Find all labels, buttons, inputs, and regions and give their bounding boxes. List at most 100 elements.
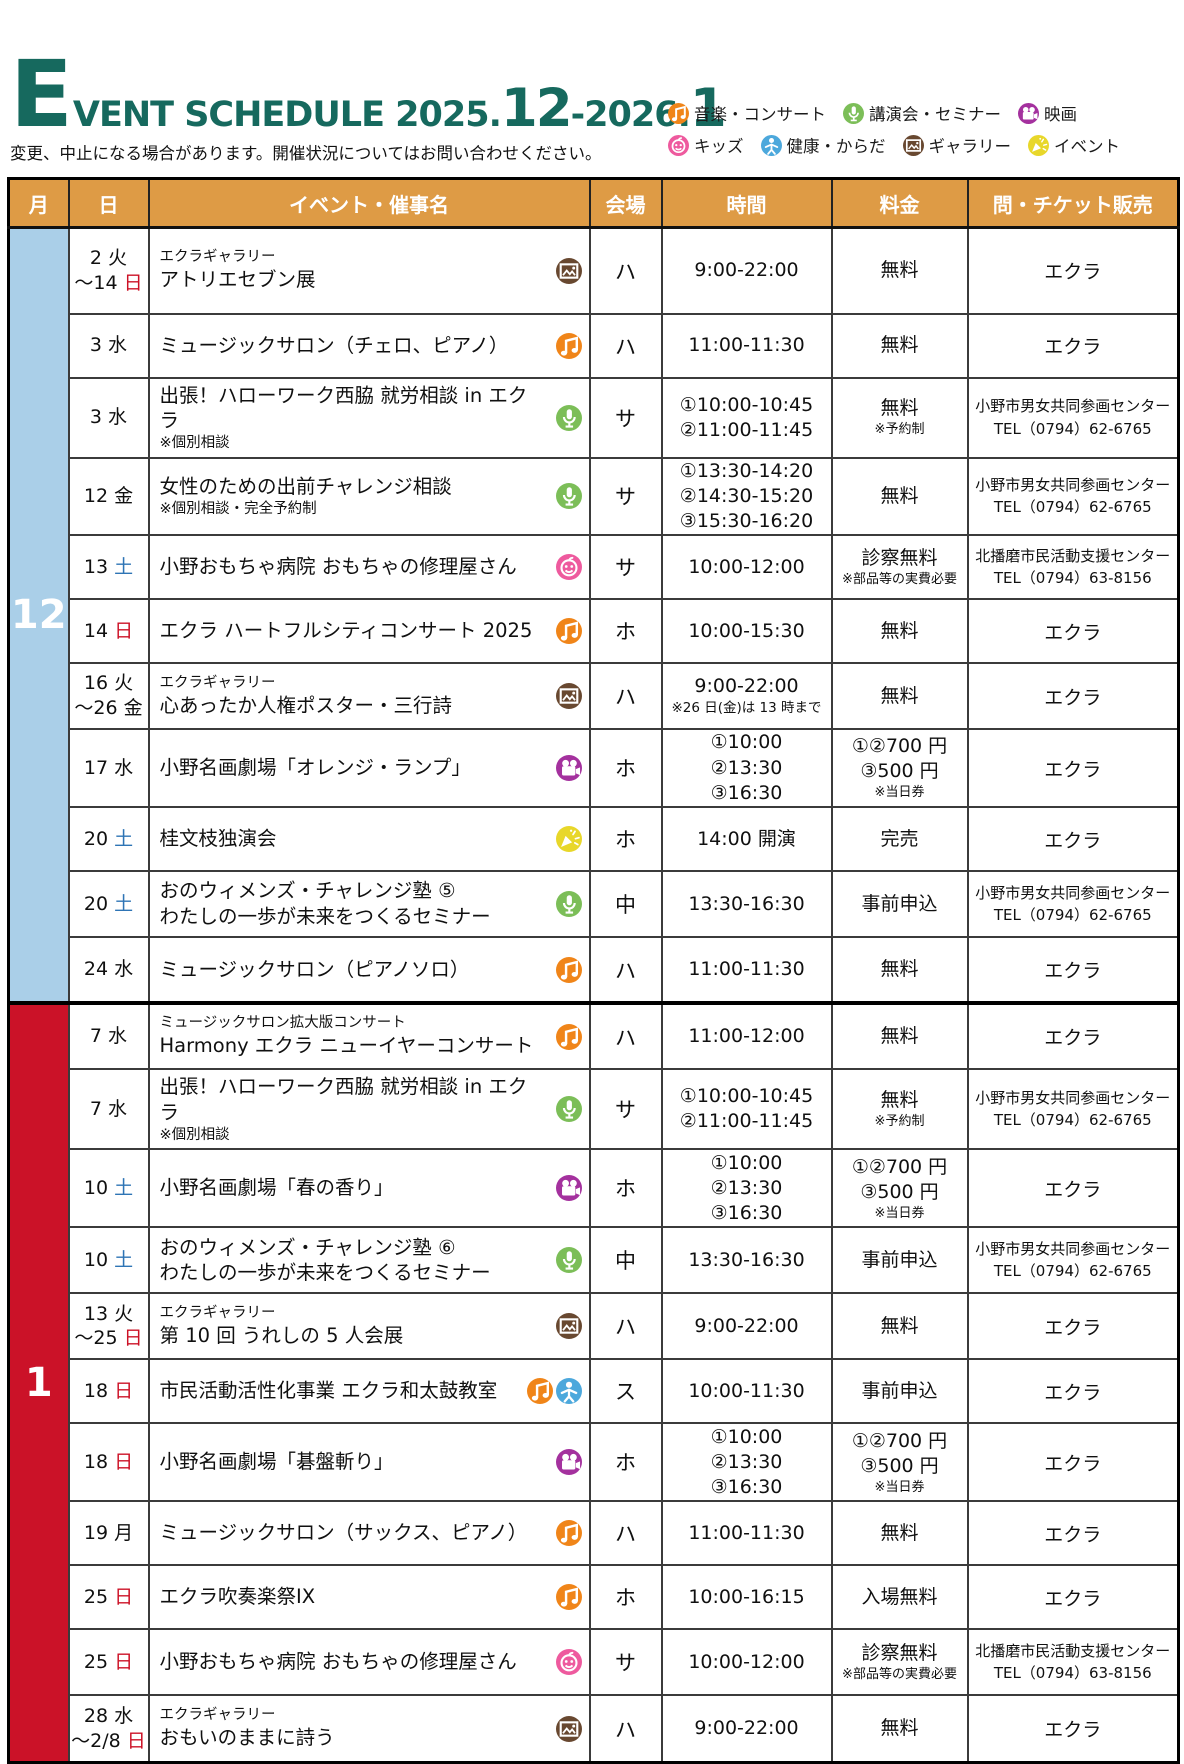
event-title: エクラギャラリー おもいのままに詩う — [159, 1707, 335, 1750]
movie-icon — [555, 1449, 582, 1476]
fee-cell: ①②700 円 ③500 円 ※当日券 — [830, 1148, 969, 1229]
event-category-icons — [555, 1715, 582, 1742]
venue-cell: 中 — [588, 1226, 663, 1295]
contact-cell: エクラ — [966, 728, 1180, 809]
event-title: 女性のための出前チャレンジ相談 ※個別相談・完全予約制 — [159, 475, 452, 517]
date-cell: 7 水 — [67, 1001, 150, 1071]
contact-cell: エクラ — [966, 1422, 1180, 1503]
kids-icon — [555, 1649, 582, 1676]
fee-cell: 無料 — [830, 226, 969, 315]
movie-icon — [555, 1175, 582, 1202]
event-category-icons — [555, 683, 582, 710]
seminar-icon — [843, 102, 864, 124]
event-cell: おのウィメンズ・チャレンジ塾 ⑥ わたしの一歩が未来をつくるセミナー — [147, 1226, 591, 1295]
event-cell: 小野名画劇場「オレンジ・ランプ」 — [147, 728, 591, 809]
music-icon — [526, 1378, 553, 1405]
legend-row-2: キッズ 健康・からだ ギャラリー イベント — [668, 133, 1120, 157]
page-title-month-12: 12 — [500, 78, 573, 139]
date-cell: 3 水 — [67, 312, 150, 379]
time-cell: 9:00-22:00 — [660, 1694, 833, 1764]
date-cell: 7 水 — [67, 1068, 150, 1151]
event-cell: エクラギャラリー第 10 回 うれしの 5 人会展 — [147, 1292, 591, 1361]
time-cell: ①10:00 ②13:30 ③16:30 — [660, 1422, 833, 1503]
fee-cell: 診察無料 ※部品等の実費必要 — [830, 1628, 969, 1697]
event-category-icons — [555, 1247, 582, 1274]
legend-label: 映画 — [1044, 105, 1077, 124]
seminar-icon — [555, 483, 582, 510]
contact-cell: エクラ — [966, 662, 1180, 731]
event-category-icons — [555, 483, 582, 510]
gallery-icon — [555, 1313, 582, 1340]
date-cell: 18 日 — [67, 1358, 150, 1425]
table-header-row: 月日イベント・催事名 会場 時間 料金 問・チケット販売 — [7, 177, 1180, 229]
event-icon — [1028, 134, 1049, 156]
event-cell: ミュージックサロン拡大版コンサート Harmony エクラ ニューイヤーコンサート — [147, 1001, 591, 1071]
time-cell: 10:00-11:30 — [660, 1358, 833, 1425]
event-cell: ミュージックサロン（チェロ、ピアノ） — [147, 312, 591, 379]
contact-cell: 小野市男女共同参画センター TEL（0794）62-6765 — [966, 456, 1180, 537]
fee-cell: 無料 — [830, 312, 969, 379]
time-cell: 13:30-16:30 — [660, 870, 833, 939]
contact-cell: エクラ — [966, 1694, 1180, 1764]
time-cell: 10:00-15:30 — [660, 598, 833, 665]
fee-cell: ①②700 円 ③500 円 ※当日券 — [830, 728, 969, 809]
table-row: 18 日市民活動活性化事業 エクラ和太鼓教室 ス 10:00-11:30 事前申込 エク… — [9, 1358, 1180, 1425]
legend-item-movie: 映画 — [1018, 101, 1077, 125]
contact-cell: エクラ — [966, 1292, 1180, 1361]
kids-icon — [668, 134, 689, 156]
table-row: 13 土小野おもちゃ病院 おもちゃの修理屋さん サ 10:00-12:00 診察無料 ※… — [9, 534, 1180, 601]
fee-cell: 無料 — [830, 1694, 969, 1764]
event-cell: エクラギャラリー アトリエセブン展 — [147, 226, 591, 315]
col-header-time: 時間 — [660, 177, 833, 229]
music-icon — [555, 618, 582, 645]
event-title: 市民活動活性化事業 エクラ和太鼓教室 — [159, 1379, 498, 1403]
contact-cell: エクラ — [966, 1358, 1180, 1425]
venue-cell: サ — [588, 376, 663, 459]
legend-label: ギャラリー — [928, 137, 1012, 156]
time-cell: ①10:00 ②13:30 ③16:30 — [660, 1148, 833, 1229]
legend-item-health: 健康・からだ — [760, 133, 886, 157]
event-cell: 市民活動活性化事業 エクラ和太鼓教室 — [147, 1358, 591, 1425]
event-title: ミュージックサロン（サックス、ピアノ） — [159, 1521, 528, 1545]
table-row: 13 火〜25 日エクラギャラリー第 10 回 うれしの 5 人会展 ハ 9:00-… — [9, 1292, 1180, 1361]
legend-item-kids: キッズ — [668, 133, 744, 157]
venue-cell: ハ — [588, 936, 663, 1005]
event-cell: 小野おもちゃ病院 おもちゃの修理屋さん — [147, 1628, 591, 1697]
subtitle-note: 変更、中止になる場合があります。開催状況についてはお問い合わせください。 — [10, 144, 602, 163]
legend-row-1: 音楽・コンサート 講演会・セミナー 映画 — [668, 101, 1120, 125]
event-title: 小野おもちゃ病院 おもちゃの修理屋さん — [159, 1650, 517, 1674]
event-title: 桂文枝独演会 — [159, 827, 277, 851]
event-cell: おのウィメンズ・チャレンジ塾 ⑤ わたしの一歩が未来をつくるセミナー — [147, 870, 591, 939]
page-title-text: VENT SCHEDULE 2025. — [72, 95, 502, 135]
date-cell: 13 土 — [67, 534, 150, 601]
date-cell: 10 土 — [67, 1226, 150, 1295]
event-cell: 小野おもちゃ病院 おもちゃの修理屋さん — [147, 534, 591, 601]
time-cell: 10:00-12:00 — [660, 534, 833, 601]
table-row: 14 日エクラ ハートフルシティコンサート 2025 ホ 10:00-15:30 無料… — [9, 598, 1180, 665]
col-header-day: 日 — [67, 177, 150, 229]
contact-cell: 小野市男女共同参画センター TEL（0794）62-6765 — [966, 1068, 1180, 1151]
col-header-month: 月 — [7, 177, 70, 229]
venue-cell: ホ — [588, 1564, 663, 1631]
health-icon — [760, 134, 782, 156]
venue-cell: ス — [588, 1358, 663, 1425]
event-category-icons — [555, 1096, 582, 1123]
date-cell: 20 土 — [67, 870, 150, 939]
time-cell: ①10:00-10:45 ②11:00-11:45 — [660, 376, 833, 459]
legend-label: 講演会・セミナー — [869, 105, 1001, 124]
table-row: 25 日エクラ吹奏楽祭IX ホ 10:00-16:15 入場無料 エクラ — [9, 1564, 1180, 1631]
event-category-icons — [555, 1449, 582, 1476]
legend-item-event: イベント — [1028, 133, 1120, 157]
gallery-icon — [555, 1715, 582, 1742]
date-cell: 19 月 — [67, 1500, 150, 1567]
col-header-venue: 会場 — [588, 177, 663, 229]
event-cell: エクラギャラリー おもいのままに詩う — [147, 1694, 591, 1764]
event-cell: 小野名画劇場「碁盤斬り」 — [147, 1422, 591, 1503]
event-title: ミュージックサロン（チェロ、ピアノ） — [159, 333, 509, 357]
contact-cell: エクラ — [966, 226, 1180, 315]
event-category-icons — [555, 404, 582, 431]
date-cell: 16 火〜26 金 — [67, 662, 150, 731]
health-icon — [555, 1378, 582, 1405]
event-cell: 桂文枝独演会 — [147, 806, 591, 873]
event-title: ミュージックサロン（ピアノソロ） — [159, 957, 470, 981]
